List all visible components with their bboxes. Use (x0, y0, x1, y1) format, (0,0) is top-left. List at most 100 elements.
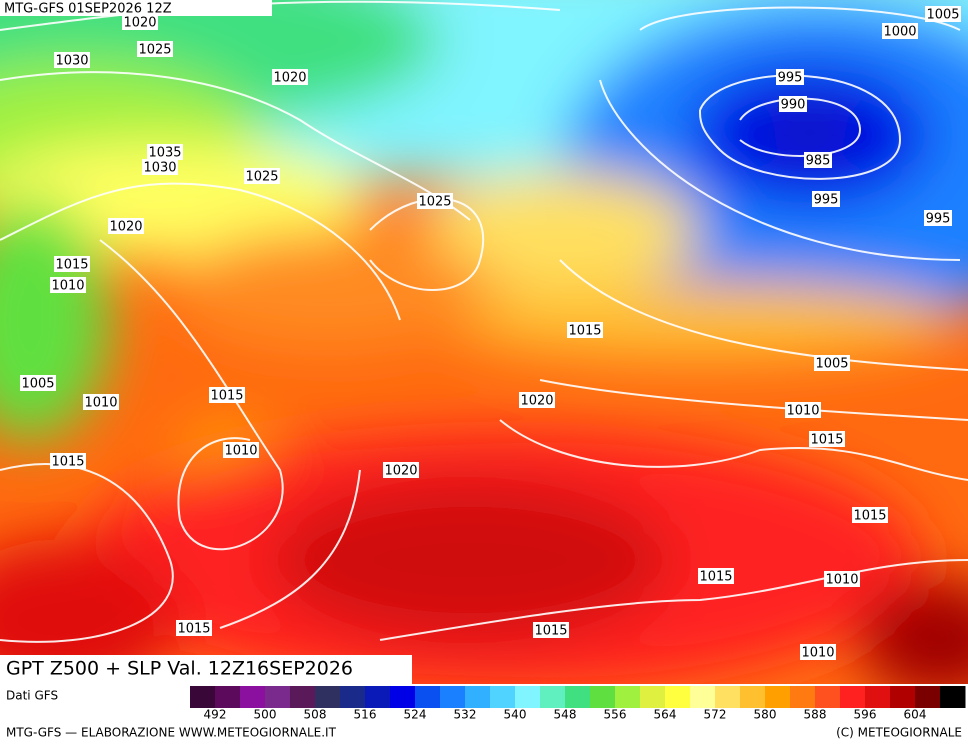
isobar-label-box (925, 6, 961, 22)
colorbar-swatch (815, 686, 841, 708)
isobar-label: 1005 (815, 357, 848, 372)
isobar-label-box (814, 355, 850, 371)
colorbar-swatch (440, 686, 466, 708)
colorbar-swatch (765, 686, 791, 708)
colorbar-swatch (565, 686, 591, 708)
isobar-label-box (54, 52, 90, 68)
isobar-label-box (20, 375, 56, 391)
isobar-label: 1015 (210, 389, 243, 404)
colorbar-swatch (690, 686, 716, 708)
isobar-label-box (108, 218, 144, 234)
colorbar-swatch (890, 686, 916, 708)
run-box (0, 0, 272, 16)
isobar-label-box (533, 622, 569, 638)
colorbar-swatch (240, 686, 266, 708)
isobar-label: 1015 (534, 624, 567, 639)
map (0, 0, 968, 684)
isobar-label-box (698, 568, 734, 584)
colorbar-label: 588 (804, 708, 827, 722)
colorbar-label: 500 (254, 708, 277, 722)
isobar-label: 1030 (55, 54, 88, 69)
colorbar-swatch (615, 686, 641, 708)
colorbar-swatch (290, 686, 316, 708)
title: GPT Z500 + SLP Val. 12Z16SEP2026 (6, 658, 353, 680)
isobar-label: 1020 (520, 394, 553, 409)
isobar-label: 1035 (148, 146, 181, 161)
isobar-label-box (272, 69, 308, 85)
isobar-label-box (882, 23, 918, 39)
colorbar-swatch (665, 686, 691, 708)
isobar-label: 1015 (55, 258, 88, 273)
colorbar-swatch (840, 686, 866, 708)
isobar-label: 1005 (21, 377, 54, 392)
colorbar-label: 556 (604, 708, 627, 722)
colorbar-swatch (365, 686, 391, 708)
isobar-label-box (383, 462, 419, 478)
colorbar-swatch (315, 686, 341, 708)
colorbar-swatch (940, 686, 966, 708)
colorbar-label: 492 (204, 708, 227, 722)
isobar-label: 1000 (883, 25, 916, 40)
colorbar-swatch (640, 686, 666, 708)
colorbar-label: 572 (704, 708, 727, 722)
isobar-label-box (244, 168, 280, 184)
isobar-label: 1015 (51, 455, 84, 470)
isobar-label-box (812, 191, 840, 207)
isobar-label-box (122, 14, 158, 30)
isobar-label-box (567, 322, 603, 338)
colorbar-label: 564 (654, 708, 677, 722)
isobar-label: 985 (806, 154, 831, 169)
isobar-label-box (785, 402, 821, 418)
footer-right: (C) METEOGIORNALE (836, 726, 962, 740)
colorbar-label: 580 (754, 708, 777, 722)
colorbar-label: 524 (404, 708, 427, 722)
isobar-label: 995 (814, 193, 839, 208)
isobar-label: 1030 (143, 161, 176, 176)
run-label: MTG-GFS 01SEP2026 12Z (4, 2, 172, 17)
colorbar-label: 604 (904, 708, 927, 722)
source: Dati GFS (6, 689, 58, 703)
colorbar-swatch (490, 686, 516, 708)
isobar-label: 1020 (109, 220, 142, 235)
colorbar-swatch (790, 686, 816, 708)
colorbar-swatch (515, 686, 541, 708)
isobar-label: 995 (926, 212, 951, 227)
colorbar-label: 548 (554, 708, 577, 722)
colorbar-label: 540 (504, 708, 527, 722)
isobar-label: 1010 (224, 444, 257, 459)
isobar-label-box (809, 431, 845, 447)
isobar-label-box (417, 193, 453, 209)
colorbar-label: 508 (304, 708, 327, 722)
colorbar-label: 596 (854, 708, 877, 722)
isobar-label: 1015 (699, 570, 732, 585)
isobar-label: 1010 (801, 646, 834, 661)
isobar-label-box (852, 507, 888, 523)
colorbar-swatch (415, 686, 441, 708)
isobar-label-box (83, 394, 119, 410)
isobar-label-box (223, 442, 259, 458)
isobar-label: 1010 (825, 573, 858, 588)
colorbar-label: 516 (354, 708, 377, 722)
isobar-label-box (209, 387, 245, 403)
isobar-label: 1025 (418, 195, 451, 210)
isobar-label: 1025 (138, 43, 171, 58)
isobar-label-box (779, 96, 807, 112)
isobar-label-box (50, 453, 86, 469)
colorbar-swatch (215, 686, 241, 708)
isobar-label: 1020 (384, 464, 417, 479)
colorbar-swatch (465, 686, 491, 708)
isobar-label-box (824, 571, 860, 587)
colorbar-swatch (265, 686, 291, 708)
isobar-label: 1015 (810, 433, 843, 448)
colorbar-swatch (340, 686, 366, 708)
isobar-label-box (54, 256, 90, 272)
isobar-label: 1025 (245, 170, 278, 185)
isobar-label: 1010 (51, 279, 84, 294)
isobar-label: 990 (781, 98, 806, 113)
colorbar-swatch (915, 686, 941, 708)
colorbar-swatch (715, 686, 741, 708)
isobar-label-box (804, 152, 832, 168)
title-box (0, 655, 412, 684)
isobar-label-box (137, 41, 173, 57)
